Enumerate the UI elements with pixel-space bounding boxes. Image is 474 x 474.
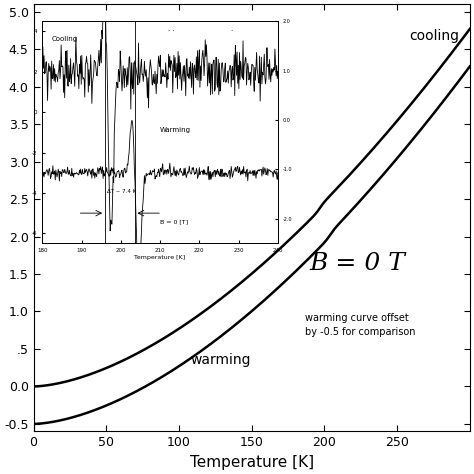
X-axis label: Temperature [K]: Temperature [K] (190, 455, 314, 470)
Text: warming: warming (191, 353, 251, 367)
Text: cooling: cooling (409, 29, 459, 43)
Text: warming curve offset
by -0.5 for comparison: warming curve offset by -0.5 for compari… (305, 313, 416, 337)
Text: B = 0 T: B = 0 T (310, 252, 406, 275)
